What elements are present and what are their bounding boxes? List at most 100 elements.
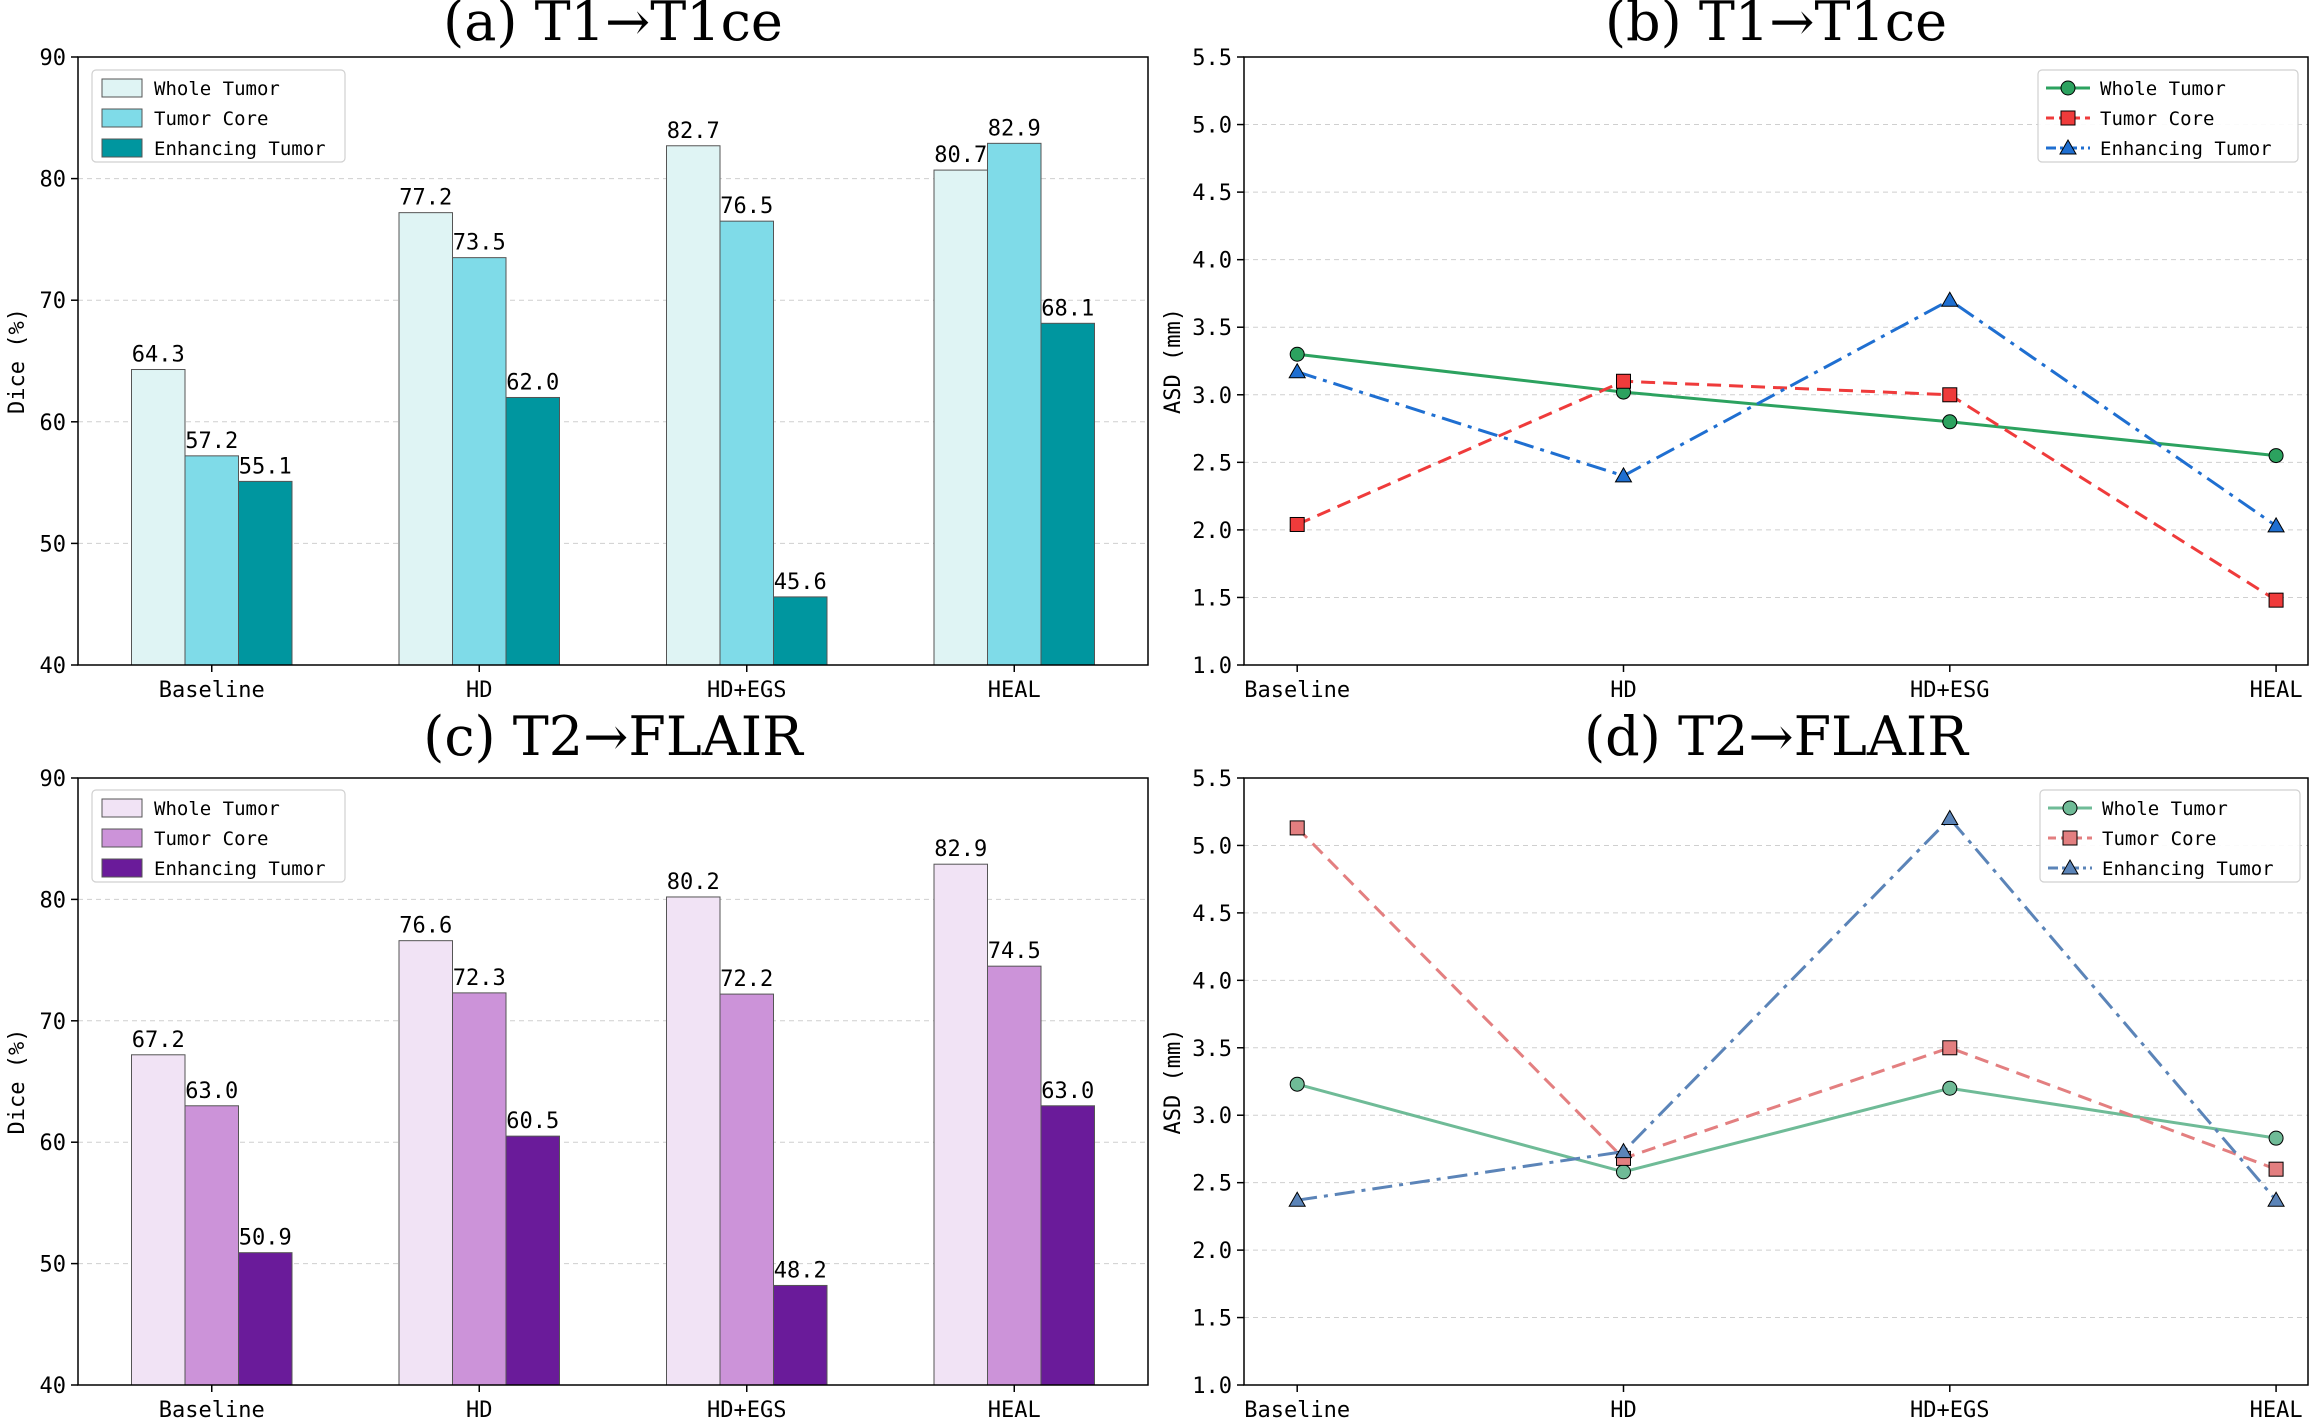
legend-label: Tumor Core [154,108,268,130]
legend-label: Whole Tumor [154,78,280,100]
legend-label: Whole Tumor [154,798,280,820]
data-point [1940,291,1959,307]
plot-frame [1243,56,2309,666]
bar-data-label: 57.2 [185,429,238,454]
bar-data-label: 72.3 [453,966,506,991]
chart-panel-1: (b) T1→T1ce 1.0 1.5 2.0 2.5 3.0 3.5 4.0 4.5 5.0 5.… [1161,0,2309,703]
bar-data-label: 82.7 [667,119,720,144]
y-tick-label: 90 [40,767,67,792]
y-tick-label: 50 [40,1253,67,1278]
x-tick-label: Baseline [1244,1398,1350,1423]
y-tick-label: 3.5 [1192,316,1232,341]
data-point [1289,1076,1305,1092]
x-tick-label: HEAL [988,678,1041,703]
bar-tumor-core [719,220,774,666]
bar-data-label: 73.5 [453,231,506,256]
legend-marker [2061,858,2079,875]
y-tick-label: 50 [40,532,67,557]
x-tick-label: Baseline [1244,678,1350,703]
x-tick-label: HD [1610,678,1637,703]
chart-title: (b) T1→T1ce [1605,0,1947,53]
legend-label: Whole Tumor [2100,78,2226,100]
y-tick-label: 1.0 [1192,654,1232,679]
chart-panel-0: (a) T1→T1ce 40 50 60 70 80 90 Dice (%) 64.3 77.2 8… [5,0,1149,703]
data-point [1940,809,1959,825]
data-point [1942,387,1958,403]
legend-label: Tumor Core [2100,108,2214,130]
legend-marker [2062,800,2078,816]
y-tick-label: 60 [40,1131,67,1156]
bar-data-label: 50.9 [239,1226,292,1251]
x-tick-label: Baseline [159,1398,265,1423]
y-tick-label: 90 [40,46,67,71]
legend-box [91,789,346,883]
bar-tumor-core [452,257,507,666]
x-tick-label: HEAL [988,1398,1041,1423]
legend-marker [2062,830,2078,846]
bar-data-label: 77.2 [399,186,452,211]
y-axis-label: Dice (%) [5,308,30,414]
data-point [1289,820,1305,836]
x-tick-label: HD+ESG [1910,678,1989,703]
bar-whole-tumor [398,212,453,666]
bar-whole-tumor [933,169,988,666]
series-line-whole-tumor [1296,1082,2277,1174]
bar-enhancing-tumor [773,596,828,666]
legend-box [2037,69,2299,163]
series-line-tumor-core [1296,826,2277,1171]
bar-enhancing-tumor [238,1252,293,1386]
bar-tumor-core [184,455,239,666]
legend-swatch [101,138,143,158]
data-point [1289,346,1305,362]
bar-whole-tumor [666,145,721,666]
bar-data-label: 72.2 [720,967,773,992]
bar-whole-tumor [131,1054,186,1386]
chart-title: (a) T1→T1ce [443,0,783,53]
y-tick-label: 2.5 [1192,1172,1232,1197]
x-tick-label: HD [466,1398,493,1423]
legend-marker [2060,110,2076,126]
legend-swatch [101,828,143,848]
bar-data-label: 68.1 [1041,296,1094,321]
y-tick-label: 4.5 [1192,902,1232,927]
data-point [1614,466,1633,483]
data-point [1288,362,1307,379]
y-tick-label: 3.5 [1192,1037,1232,1062]
y-tick-label: 2.0 [1192,1239,1232,1264]
series-line-enhancing-tumor [1296,298,2277,528]
legend-swatch [101,858,143,878]
y-tick-label: 4.5 [1192,181,1232,206]
bar-data-label: 74.5 [988,939,1041,964]
x-tick-label: HD+EGS [1910,1398,1989,1423]
chart-title: (c) T2→FLAIR [423,705,804,768]
bar-tumor-core [719,993,774,1386]
x-tick-label: HD+EGS [707,678,786,703]
bar-tumor-core [452,992,507,1386]
data-point [1615,373,1631,389]
x-tick-label: HD [1610,1398,1637,1423]
legend-label: Enhancing Tumor [2100,138,2272,160]
legend-label: Enhancing Tumor [2102,858,2274,880]
y-axis-label: ASD (mm) [1161,1029,1186,1135]
y-tick-label: 4.0 [1192,969,1232,994]
bar-enhancing-tumor [1040,1105,1095,1386]
y-tick-label: 1.0 [1192,1374,1232,1399]
legend-swatch [101,78,143,98]
y-tick-label: 5.5 [1192,46,1232,71]
y-tick-label: 2.5 [1192,451,1232,476]
data-point [1615,1164,1631,1180]
data-point [1942,414,1958,430]
chart-title: (d) T2→FLAIR [1584,705,1969,768]
bar-data-label: 80.7 [934,143,987,168]
y-tick-label: 70 [40,1010,67,1035]
bar-data-label: 63.0 [1041,1079,1094,1104]
bar-whole-tumor [131,369,186,666]
bar-data-label: 48.2 [774,1258,827,1283]
legend-box [2039,789,2301,883]
legend-label: Tumor Core [2102,828,2216,850]
legend-box [91,69,346,163]
x-tick-label: HD+EGS [707,1398,786,1423]
y-tick-label: 5.5 [1192,767,1232,792]
y-tick-label: 1.5 [1192,586,1232,611]
